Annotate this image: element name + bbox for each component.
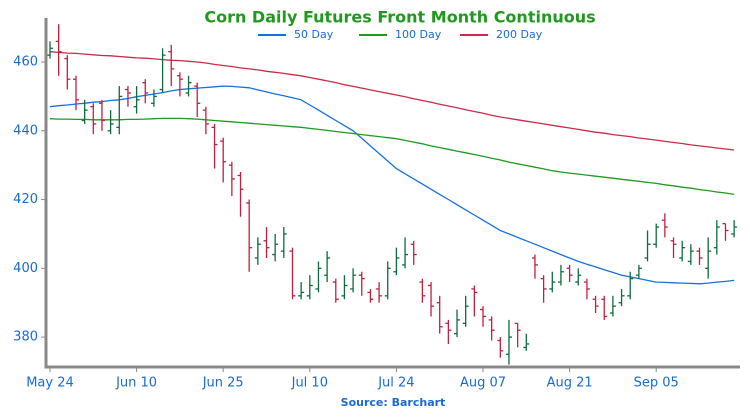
y-tick-label: 420: [13, 192, 38, 207]
legend-label: 100 Day: [395, 28, 442, 41]
moving-average-line: [49, 51, 735, 151]
y-tick-label: 440: [13, 123, 38, 138]
x-tick-label: Jul 24: [377, 376, 414, 391]
x-tick-label: Jul 10: [291, 376, 328, 391]
y-tick-label: 460: [13, 55, 38, 70]
y-tick-label: 380: [13, 330, 38, 345]
chart-title: Corn Daily Futures Front Month Continuou…: [204, 8, 595, 27]
moving-average-line: [49, 85, 735, 285]
x-tick-label: Jun 10: [115, 376, 157, 391]
x-tick-label: Aug 21: [547, 376, 593, 391]
legend-label: 50 Day: [294, 28, 334, 41]
moving-average-line: [49, 117, 735, 196]
y-tick-label: 400: [13, 261, 38, 276]
x-tick-label: May 24: [26, 376, 74, 391]
legend-label: 200 Day: [496, 28, 543, 41]
x-tick-label: Aug 07: [460, 376, 506, 391]
source: Source: Barchart: [341, 396, 446, 409]
x-tick-label: Jun 25: [202, 376, 244, 391]
x-tick-label: Sep 05: [634, 376, 679, 391]
